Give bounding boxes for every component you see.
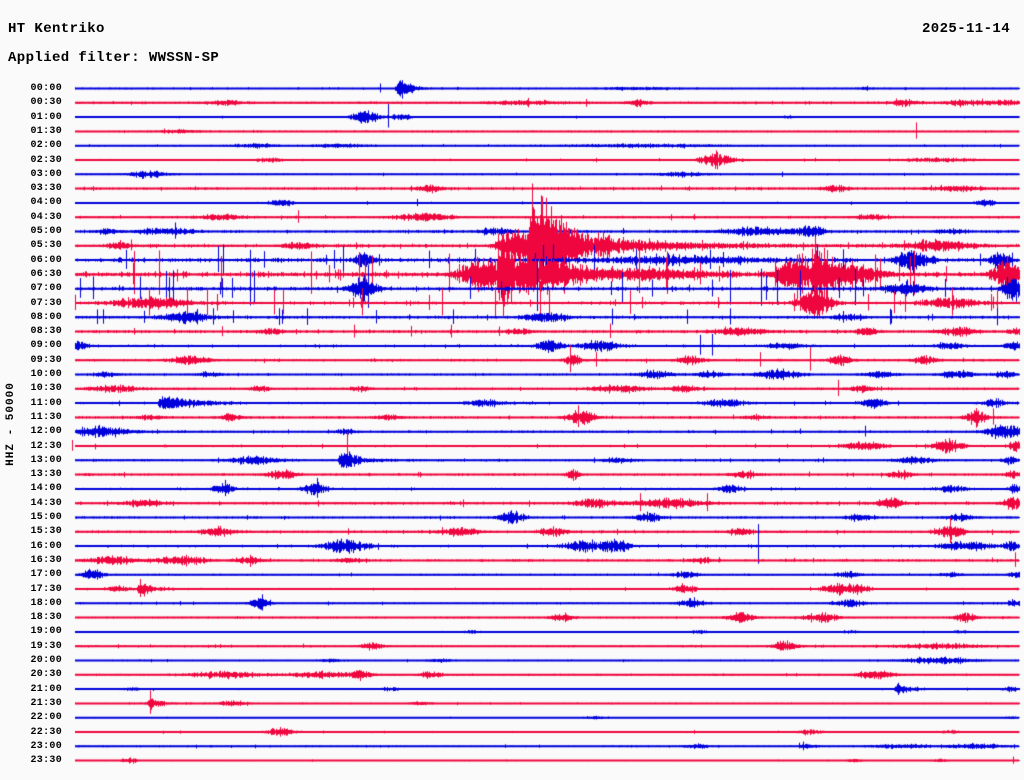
time-label: 10:00: [30, 369, 62, 380]
time-label: 01:30: [30, 125, 62, 137]
time-label: 12:30: [30, 440, 62, 452]
time-label: 12:00: [30, 426, 62, 438]
report-date: 2025-11-14: [921, 21, 1010, 37]
time-label: 03:00: [30, 168, 62, 180]
time-label: 10:30: [30, 383, 62, 395]
time-label: 16:00: [30, 540, 62, 552]
time-label: 02:00: [30, 140, 62, 152]
time-label: 11:00: [30, 397, 62, 409]
time-label: 21:30: [30, 697, 62, 709]
time-label: 23:00: [30, 740, 62, 752]
time-label: 04:30: [30, 211, 62, 223]
time-label: 01:00: [30, 111, 62, 123]
time-label: 19:30: [30, 640, 62, 652]
time-label: 18:30: [30, 612, 62, 624]
time-label: 20:30: [30, 669, 62, 681]
time-label: 23:30: [30, 755, 62, 767]
time-label: 00:00: [30, 83, 62, 94]
time-label: 09:00: [30, 340, 62, 352]
time-label: 21:00: [30, 683, 62, 695]
time-label: 15:30: [30, 526, 62, 538]
time-label: 22:00: [30, 712, 62, 724]
station-name: HT Kentriko: [8, 21, 105, 37]
time-label: 00:30: [30, 97, 62, 109]
time-label: 19:00: [30, 626, 62, 638]
time-label: 16:30: [30, 554, 62, 566]
time-label: 09:30: [30, 354, 62, 366]
time-label: 06:30: [30, 268, 62, 280]
time-label: 13:00: [30, 454, 62, 466]
time-label: 15:00: [30, 512, 62, 523]
time-label: 04:00: [30, 197, 62, 209]
time-label: 07:30: [30, 297, 62, 309]
time-label: 22:30: [30, 726, 62, 738]
time-label: 05:00: [30, 226, 62, 237]
time-label: 13:30: [30, 469, 62, 481]
time-label: 02:30: [30, 154, 62, 166]
time-label: 08:00: [30, 311, 62, 323]
time-label: 03:30: [30, 183, 62, 195]
time-label: 17:00: [30, 569, 62, 581]
time-label: 05:30: [30, 240, 62, 252]
time-label: 08:30: [30, 326, 62, 338]
time-label: 06:00: [30, 254, 62, 266]
time-label: 20:00: [30, 655, 62, 666]
applied-filter-label: Applied filter: WWSSN-SP: [8, 50, 220, 66]
time-label: 18:00: [30, 597, 62, 609]
time-label: 11:30: [30, 411, 62, 423]
time-label: 17:30: [30, 583, 62, 595]
time-label: 07:00: [30, 283, 62, 295]
time-label: 14:30: [30, 497, 62, 509]
time-label: 14:00: [30, 483, 62, 495]
